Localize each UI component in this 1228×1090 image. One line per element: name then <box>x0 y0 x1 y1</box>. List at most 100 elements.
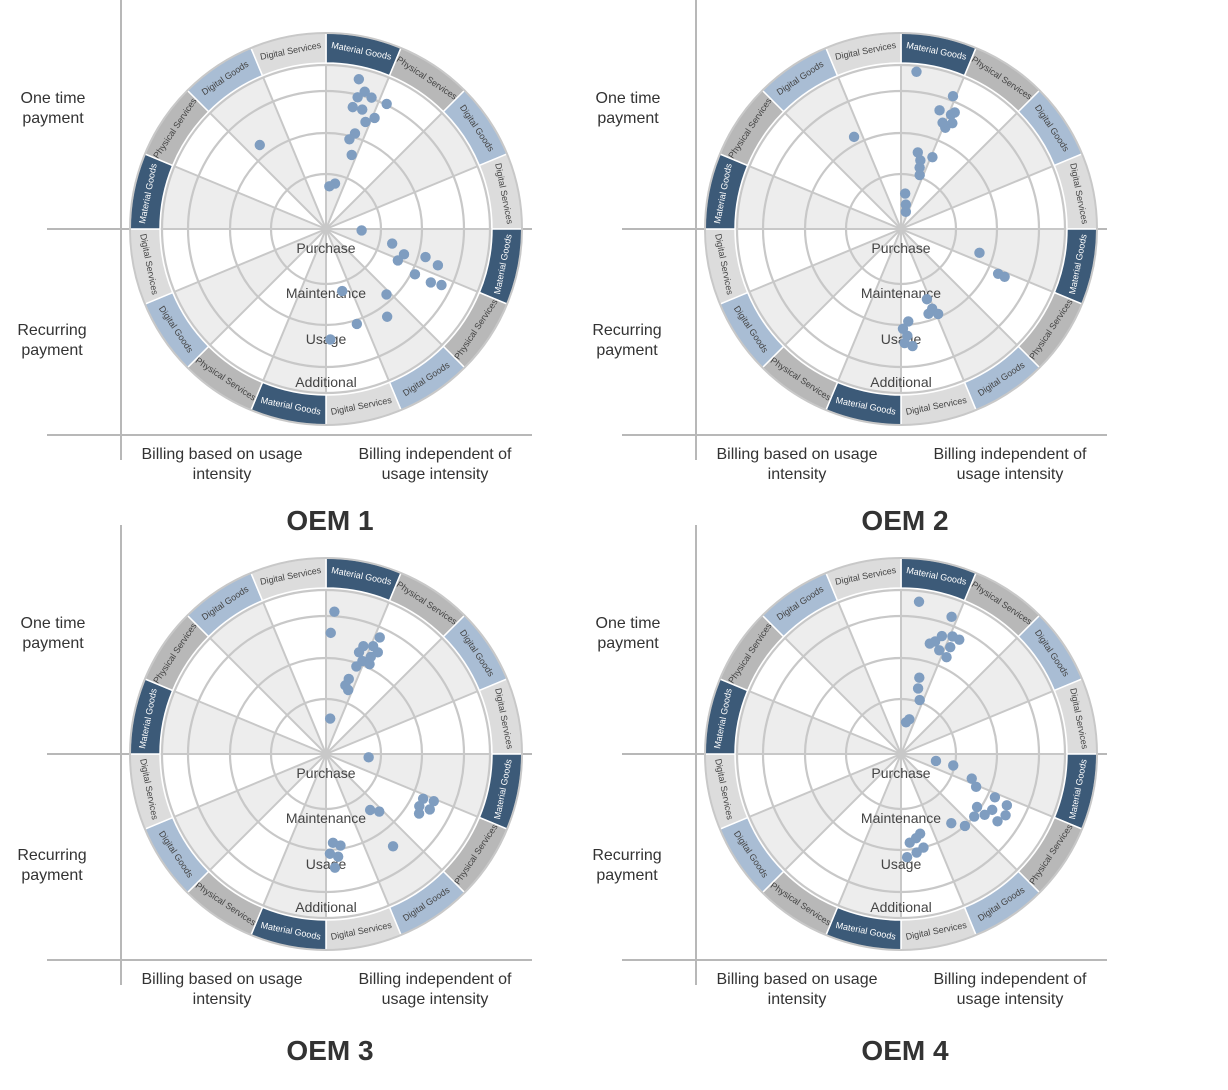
oem-panel-2: Material Goods Physical Services Digital G… <box>575 0 1189 545</box>
data-dot <box>372 647 383 658</box>
radial-spoke <box>325 165 478 230</box>
data-dot <box>934 105 945 116</box>
oem-panel-1: Material Goods Physical Services Digital G… <box>0 0 614 545</box>
ring-label-additional: Additional <box>295 899 357 915</box>
sector-shade <box>901 590 964 754</box>
radial-spoke <box>749 228 902 293</box>
radial-spoke <box>262 602 327 755</box>
radial-spoke <box>209 228 327 346</box>
data-dot <box>937 117 948 128</box>
radial-spoke <box>325 690 478 755</box>
data-dot <box>414 801 425 812</box>
data-dot <box>941 652 952 663</box>
data-dot <box>425 277 437 288</box>
radial-spoke <box>262 753 327 906</box>
data-dot <box>329 606 340 617</box>
oem-title: OEM 1 <box>286 505 374 536</box>
radial-spoke <box>784 753 902 871</box>
radial-spoke <box>325 637 443 755</box>
ring-label-usage: Usage <box>881 856 922 872</box>
sector-shade <box>737 166 901 229</box>
ring-label-additional: Additional <box>870 899 932 915</box>
radial-spoke <box>174 228 327 293</box>
data-dot <box>924 638 936 649</box>
data-dot <box>342 684 354 696</box>
data-dot <box>424 804 435 815</box>
oem-panel-3: Material Goods Physical Services Digital G… <box>0 525 614 1070</box>
radial-spoke <box>174 753 327 818</box>
data-dot <box>351 661 362 672</box>
radial-spoke <box>209 753 327 871</box>
outer-circle <box>704 32 1098 426</box>
data-dot <box>904 837 915 848</box>
outer-circle <box>704 557 1098 951</box>
data-dot <box>432 260 444 271</box>
data-dot <box>325 334 336 345</box>
data-dot <box>420 251 431 263</box>
radial-spoke <box>749 690 902 755</box>
data-dot <box>949 107 960 118</box>
radial-spoke <box>784 228 902 346</box>
ring-label-purchase: Purchase <box>871 240 930 256</box>
radial-spoke <box>837 753 902 906</box>
data-dot <box>974 247 985 259</box>
label-one-time-payment: One time payment <box>20 615 86 652</box>
data-dot <box>999 271 1010 282</box>
data-dot <box>946 818 957 829</box>
radial-spoke <box>784 112 902 230</box>
data-dot <box>347 101 358 113</box>
data-dot <box>364 804 376 816</box>
radial-spoke <box>325 602 390 755</box>
radial-spoke <box>262 77 327 230</box>
data-dot <box>907 340 918 352</box>
ring-label-maintenance: Maintenance <box>286 810 366 826</box>
oem-title: OEM 4 <box>861 1035 949 1066</box>
data-dot <box>914 694 925 706</box>
ring-label-purchase: Purchase <box>296 240 355 256</box>
data-dot <box>381 289 392 300</box>
radial-spoke <box>900 165 1053 230</box>
radial-spoke <box>837 228 902 381</box>
data-dot <box>900 199 912 210</box>
ring-label-maintenance: Maintenance <box>861 810 941 826</box>
radial-spoke <box>900 228 1053 293</box>
data-dot <box>1001 800 1013 811</box>
data-dot <box>352 92 363 103</box>
data-dot <box>374 806 385 817</box>
label-one-time-payment: One time payment <box>20 90 86 127</box>
data-dot <box>992 816 1003 827</box>
label-billing-usage-based: Billing based on usage intensity <box>716 446 878 483</box>
radial-spoke <box>900 637 1018 755</box>
data-dot <box>357 104 368 115</box>
ring-label-maintenance: Maintenance <box>861 285 941 301</box>
sector-shade <box>326 229 490 292</box>
radial-spoke <box>209 112 327 230</box>
radial-spoke <box>325 753 390 906</box>
data-dot <box>353 74 365 85</box>
outer-circle <box>129 557 523 951</box>
sector-shade <box>901 65 964 229</box>
data-dot <box>364 658 375 670</box>
sector-shade <box>838 229 901 393</box>
data-dot <box>954 634 965 645</box>
data-dot <box>359 86 370 97</box>
sector-shade <box>263 754 326 918</box>
data-dot <box>959 820 971 832</box>
data-dot <box>848 131 860 143</box>
data-dot <box>927 151 938 163</box>
ring-label-purchase: Purchase <box>296 765 355 781</box>
sector-shade <box>901 754 1065 817</box>
data-dot <box>968 811 980 822</box>
data-dot <box>989 792 1001 803</box>
oem-title: OEM 3 <box>286 1035 374 1066</box>
data-dot <box>353 647 365 658</box>
ring-label-purchase: Purchase <box>871 765 930 781</box>
radial-spoke <box>325 112 443 230</box>
data-dot <box>986 804 998 816</box>
data-dot <box>900 206 912 218</box>
label-one-time-payment: One time payment <box>595 90 661 127</box>
data-dot <box>966 773 977 784</box>
label-billing-usage-based: Billing based on usage intensity <box>716 971 878 1008</box>
label-billing-independent: Billing independent of usage intensity <box>933 446 1087 483</box>
